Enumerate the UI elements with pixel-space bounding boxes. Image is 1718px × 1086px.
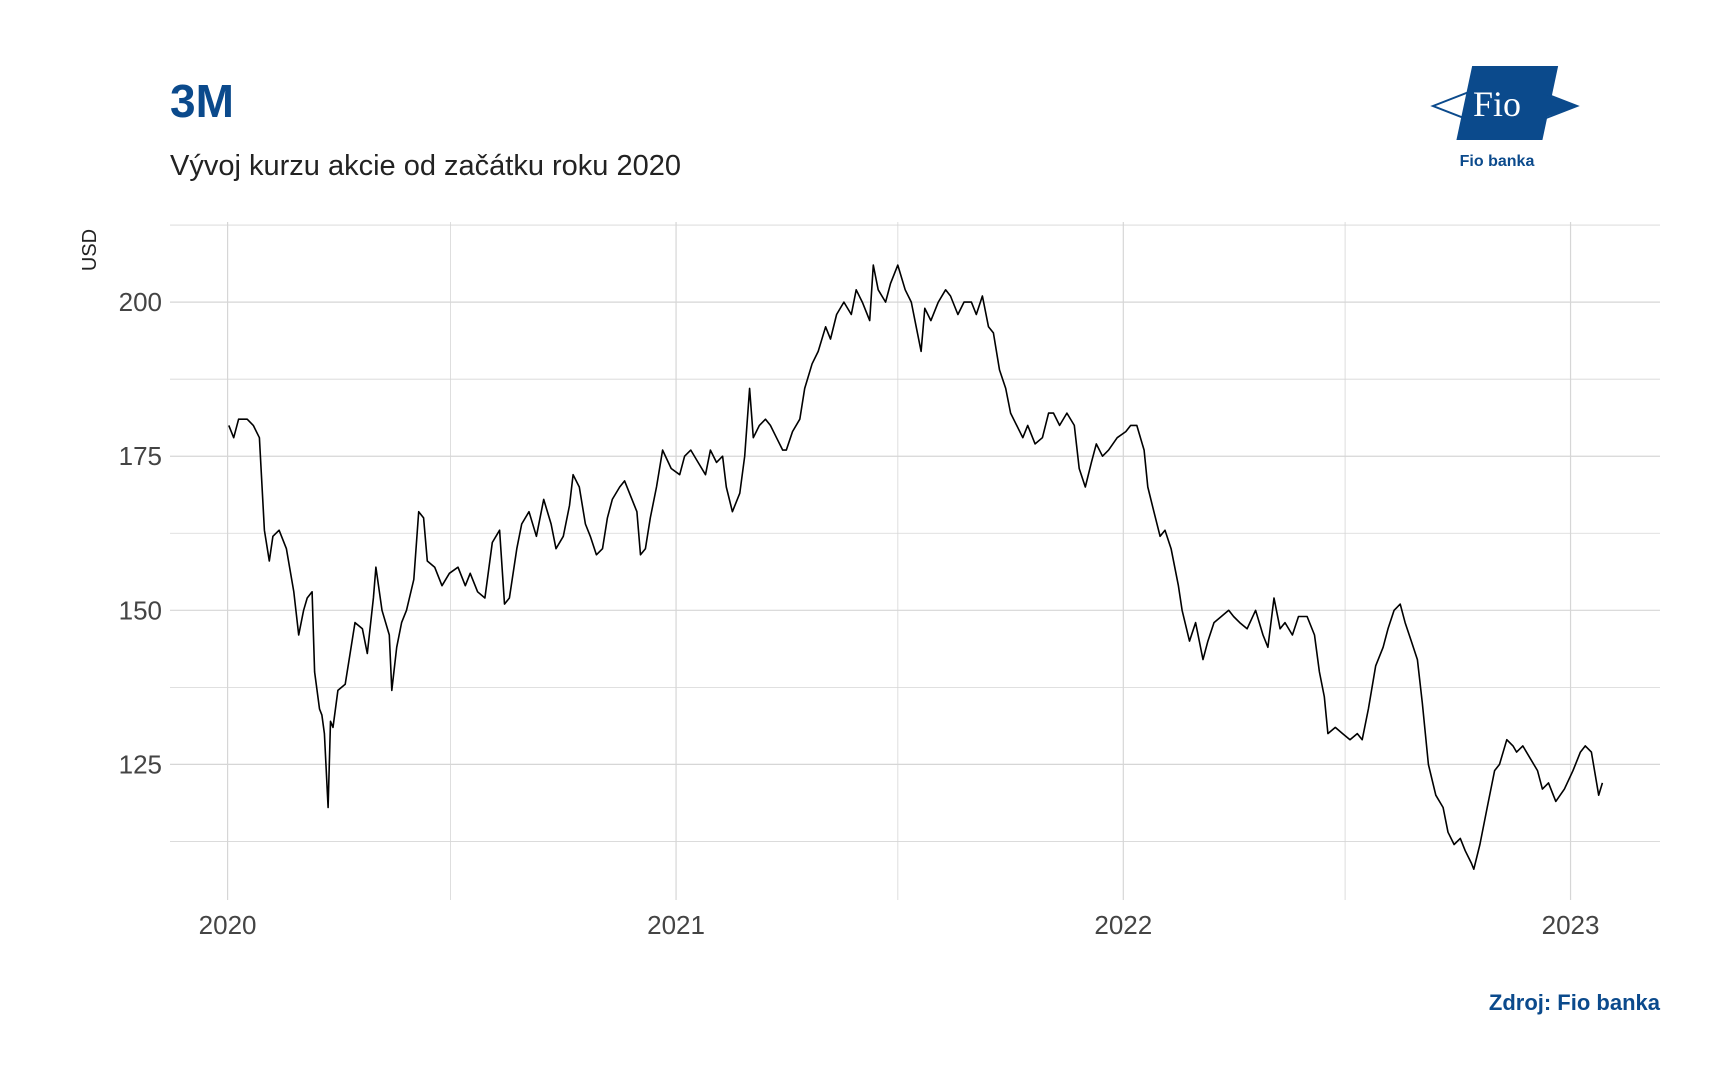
chart-grid bbox=[170, 222, 1660, 900]
x-axis: 2020 2021 2022 2023 bbox=[199, 910, 1600, 940]
x-tick-label: 2020 bbox=[199, 910, 257, 940]
x-tick-label: 2021 bbox=[647, 910, 705, 940]
y-tick-label: 150 bbox=[119, 595, 162, 625]
price-series-line bbox=[228, 264, 1604, 870]
y-tick-label: 175 bbox=[119, 441, 162, 471]
x-tick-label: 2022 bbox=[1094, 910, 1152, 940]
chart-subtitle: Vývoj kurzu akcie od začátku roku 2020 bbox=[170, 150, 681, 182]
fio-logo-icon: Fio Fio banka bbox=[1430, 66, 1580, 170]
fio-banka-logo: Fio Fio banka bbox=[1425, 62, 1585, 172]
y-axis: 125 150 175 200 bbox=[119, 287, 162, 779]
logo-mark-text: Fio bbox=[1473, 84, 1521, 124]
logo-caption: Fio banka bbox=[1460, 153, 1535, 170]
x-tick-label: 2023 bbox=[1542, 910, 1600, 940]
chart-title: 3M bbox=[170, 75, 234, 127]
y-axis-label: USD bbox=[79, 229, 101, 271]
source-note: Zdroj: Fio banka bbox=[1488, 990, 1660, 1015]
y-tick-label: 200 bbox=[119, 287, 162, 317]
y-tick-label: 125 bbox=[119, 749, 162, 779]
